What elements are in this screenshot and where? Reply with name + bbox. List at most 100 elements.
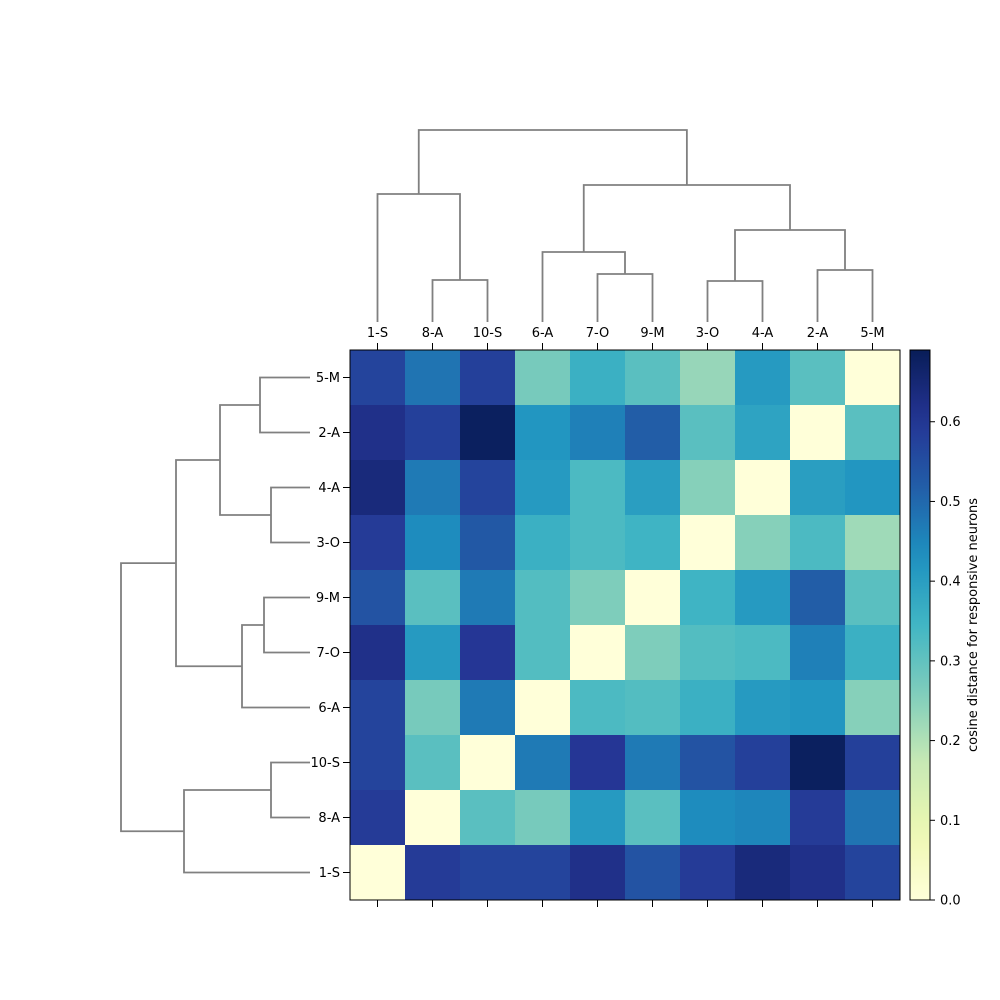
heatmap-cell: [460, 405, 516, 461]
column-tick-labels: 1-S 8-A 10-S 6-A 7-O 9-M 3-O 4-A 2-A 5-M: [367, 326, 885, 907]
heatmap-cell: [515, 845, 571, 901]
row-label: 6-A: [318, 701, 340, 716]
heatmap-cell: [735, 460, 791, 516]
heatmap-cell: [790, 350, 846, 406]
colorbar-tick-label: 0.0: [940, 894, 961, 909]
heatmap-cell: [845, 405, 901, 461]
dendrogram-link: [219, 404, 271, 516]
heatmap-cell: [625, 735, 681, 791]
heatmap-cell: [405, 680, 461, 736]
heatmap-cell: [625, 350, 681, 406]
heatmap-cell: [790, 625, 846, 681]
heatmap-cell: [790, 460, 846, 516]
heatmap-cell: [680, 405, 736, 461]
heatmap-cell: [515, 405, 571, 461]
heatmap-cell: [350, 735, 406, 791]
heatmap-cell: [570, 460, 626, 516]
row-label: 3-O: [316, 536, 340, 551]
heatmap-cell: [460, 845, 516, 901]
dendrogram-link: [120, 562, 184, 833]
heatmap-cell: [460, 570, 516, 626]
row-label: 9-M: [316, 591, 340, 606]
heatmap-cell: [570, 350, 626, 406]
heatmap-cell: [570, 790, 626, 846]
colorbar-ticks: 0.0 0.1 0.2 0.3 0.4 0.5 0.6: [930, 415, 961, 909]
dendrogram-link: [183, 789, 310, 874]
heatmap-cell: [625, 625, 681, 681]
heatmap-cell: [350, 845, 406, 901]
heatmap-cell: [460, 350, 516, 406]
dendrogram-link: [270, 761, 310, 819]
heatmap-cell: [570, 570, 626, 626]
dendrogram-link: [270, 486, 310, 544]
row-label: 4-A: [318, 481, 340, 496]
heatmap-cell: [680, 735, 736, 791]
column-label: 1-S: [367, 326, 388, 341]
heatmap-cell: [515, 680, 571, 736]
dendrogram-link: [596, 273, 654, 322]
heatmap-cell: [625, 460, 681, 516]
column-label: 10-S: [473, 326, 503, 341]
heatmap-cell: [625, 515, 681, 571]
heatmap-cell: [845, 460, 901, 516]
dendrogram-link: [706, 280, 764, 322]
row-tick-labels: 5-M 2-A 4-A 3-O 9-M 7-O 6-A 10-S 8-A 1-S: [311, 371, 350, 881]
heatmap-cell: [350, 460, 406, 516]
heatmap-cell: [515, 460, 571, 516]
column-label: 4-A: [752, 326, 774, 341]
heatmap-frame: [349, 349, 901, 901]
row-dendrogram: [120, 376, 310, 874]
heatmap-cell: [680, 570, 736, 626]
dendrogram-link: [816, 269, 874, 322]
heatmap-cell: [405, 845, 461, 901]
heatmap-cell: [405, 515, 461, 571]
heatmap-cell: [680, 515, 736, 571]
heatmap-cell: [625, 845, 681, 901]
heatmap-cell: [570, 515, 626, 571]
heatmap-cell: [735, 570, 791, 626]
heatmap-cell: [735, 845, 791, 901]
heatmap-cell: [790, 845, 846, 901]
colorbar-tick-label: 0.1: [940, 814, 961, 829]
row-label: 1-S: [319, 866, 340, 881]
colorbar-tick-label: 0.3: [940, 654, 961, 669]
heatmap-cell: [515, 570, 571, 626]
heatmap-cell: [680, 625, 736, 681]
heatmap-cell: [790, 680, 846, 736]
heatmap-cell: [350, 350, 406, 406]
row-label: 8-A: [318, 811, 340, 826]
heatmap-cell: [735, 625, 791, 681]
heatmap-cell: [735, 405, 791, 461]
heatmap-cell: [515, 515, 571, 571]
heatmap-cell: [515, 790, 571, 846]
heatmap-cell: [790, 405, 846, 461]
heatmap-cell: [570, 405, 626, 461]
heatmap-cell: [405, 735, 461, 791]
dendrogram-link: [582, 184, 791, 252]
row-label: 2-A: [318, 426, 340, 441]
dendrogram-link: [241, 624, 310, 709]
row-label: 5-M: [316, 371, 340, 386]
dendrogram-link: [263, 596, 310, 654]
heatmap-cell: [350, 405, 406, 461]
heatmap-cell: [790, 735, 846, 791]
heatmap-cell: [845, 350, 901, 406]
heatmap-cell: [735, 350, 791, 406]
heatmap-cell: [460, 460, 516, 516]
heatmap-cell: [405, 570, 461, 626]
heatmap-cell: [405, 790, 461, 846]
heatmap-cell: [735, 735, 791, 791]
heatmap-cell: [460, 790, 516, 846]
row-label: 10-S: [311, 756, 341, 771]
heatmap-cell: [845, 735, 901, 791]
heatmap-cell: [405, 460, 461, 516]
heatmap-cell: [790, 515, 846, 571]
heatmap-cell: [845, 790, 901, 846]
heatmap-cell: [735, 790, 791, 846]
column-label: 2-A: [807, 326, 829, 341]
dendrogram-link: [175, 459, 242, 668]
dendrogram-link: [259, 376, 310, 434]
heatmap-cell: [350, 625, 406, 681]
dendrogram-link: [734, 229, 846, 281]
